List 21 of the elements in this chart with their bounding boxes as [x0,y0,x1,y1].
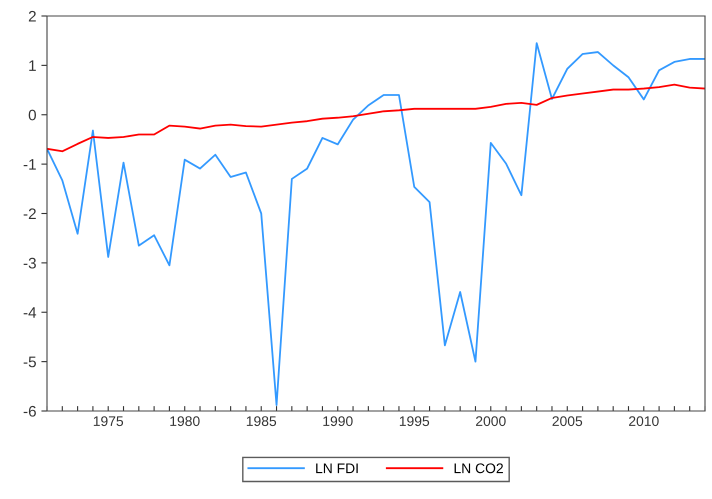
y-tick-label: -2 [24,208,36,220]
x-tick-label: 1975 [94,416,124,426]
line-series [47,84,705,152]
line-series [47,42,705,406]
x-tick-label: 1995 [400,416,430,426]
x-tick-label: 1985 [246,416,276,426]
y-tick-label: -5 [24,356,36,368]
y-tick-label: -4 [24,307,36,318]
y-tick-label: 1 [29,60,36,71]
y-tick-label: 2 [28,10,36,22]
legend-label: LN FDI [316,464,358,474]
x-tick-label: 1980 [170,416,200,426]
x-tick-label: 1990 [323,416,353,426]
y-tick-label: -3 [24,258,36,269]
x-tick-label: 2000 [476,416,506,426]
x-tick-label: 2010 [629,416,659,426]
y-tick-label: 0 [28,110,36,120]
legend-label: LN CO2 [454,463,503,474]
y-tick-label: -6 [24,406,36,417]
y-tick-label: -1 [24,159,36,170]
x-tick-label: 2005 [552,416,582,426]
